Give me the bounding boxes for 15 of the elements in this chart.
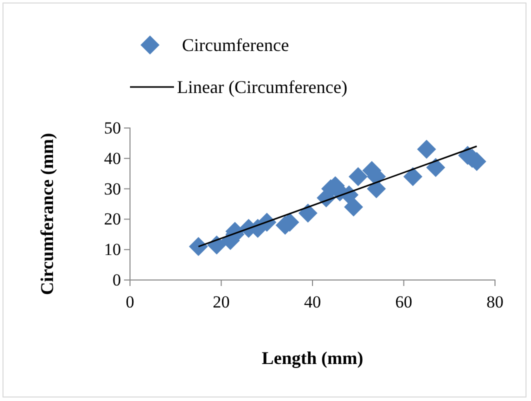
x-tick-label: 40 (304, 292, 321, 312)
x-tick-label: 60 (395, 292, 412, 312)
y-tick-label: 20 (104, 210, 121, 229)
y-axis-title: Circumferance (mm) (37, 132, 57, 296)
legend-label: Linear (Circumference) (177, 77, 348, 97)
x-tick-label: 80 (486, 292, 504, 312)
y-tick-label: 30 (104, 179, 121, 198)
x-tick-label: 20 (212, 292, 230, 312)
x-axis-title: Length (mm) (262, 348, 364, 368)
y-tick-label: 0 (112, 270, 121, 290)
y-tick-label: 40 (104, 148, 121, 168)
x-tick-label: 0 (126, 292, 134, 312)
legend-label: Circumference (182, 35, 289, 55)
y-tick-label: 10 (104, 240, 121, 260)
y-tick-label: 50 (104, 118, 121, 138)
